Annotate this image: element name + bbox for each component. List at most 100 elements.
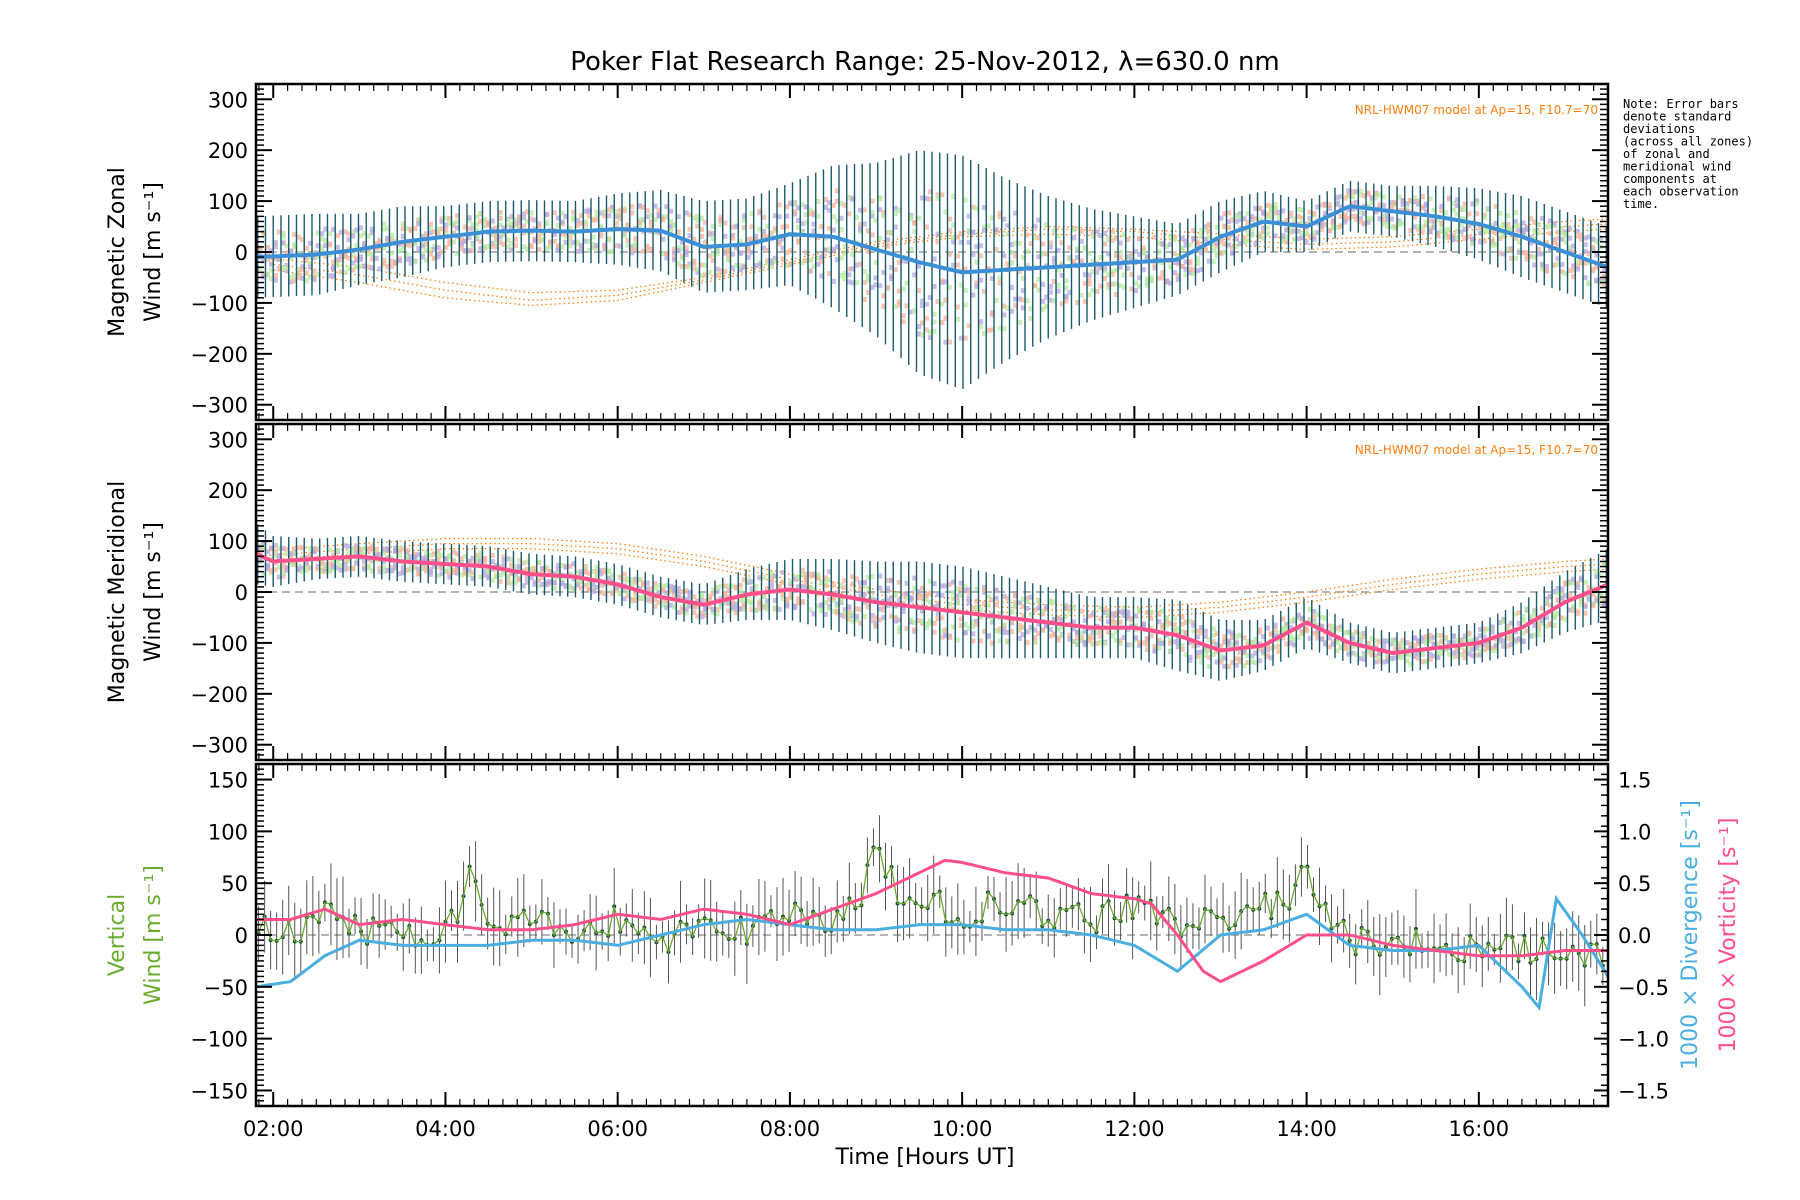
zone-point <box>1001 312 1007 318</box>
zone-point <box>1478 642 1484 648</box>
zone-point <box>900 605 906 611</box>
zone-point <box>513 217 519 223</box>
zone-point <box>1001 593 1007 599</box>
zone-point <box>1249 653 1255 659</box>
zone-point <box>1512 224 1518 230</box>
zone-point <box>1082 272 1088 278</box>
zone-point <box>1036 287 1042 293</box>
zone-point <box>1055 282 1061 288</box>
zone-point <box>532 217 538 223</box>
zone-point <box>1044 303 1050 309</box>
zone-point <box>362 552 368 558</box>
zone-point <box>772 213 778 219</box>
zone-point <box>1009 249 1015 255</box>
zone-point <box>408 260 414 266</box>
zone-point <box>629 204 635 210</box>
zone-point <box>865 228 871 234</box>
zone-point <box>1175 637 1181 643</box>
zone-point <box>1117 283 1123 289</box>
zone-point <box>1214 243 1220 249</box>
zone-point <box>272 244 278 250</box>
zone-point <box>327 547 333 553</box>
zone-point <box>1485 228 1491 234</box>
zone-point <box>1443 235 1449 241</box>
zone-point <box>1582 242 1588 248</box>
zone-point <box>943 209 949 215</box>
zone-point <box>885 243 891 249</box>
zone-point <box>1454 203 1460 209</box>
zone-point <box>873 615 879 621</box>
zone-point <box>1307 617 1313 623</box>
zone-point <box>1028 612 1034 618</box>
zone-point <box>734 601 740 607</box>
zone-point <box>691 266 697 272</box>
zone-point <box>644 243 650 249</box>
zone-point <box>462 224 468 230</box>
zone-point <box>311 255 317 261</box>
zone-point <box>1598 235 1604 241</box>
zone-point <box>1516 222 1522 228</box>
zone-point <box>861 580 867 586</box>
zone-point <box>1024 640 1030 646</box>
zone-point <box>280 562 286 568</box>
zone-point <box>1133 288 1139 294</box>
zone-point <box>1385 655 1391 661</box>
zone-point <box>1249 232 1255 238</box>
zone-point <box>1543 263 1549 269</box>
zone-point <box>1377 651 1383 657</box>
zone-point <box>1276 637 1282 643</box>
zone-point <box>606 568 612 574</box>
zone-point <box>1435 632 1441 638</box>
zone-point <box>664 600 670 606</box>
zone-point <box>780 592 786 598</box>
zone-point <box>1284 217 1290 223</box>
zone-point <box>652 581 658 587</box>
zone-point <box>458 241 464 247</box>
zone-point <box>458 556 464 562</box>
zone-point <box>916 331 922 337</box>
zone-point <box>633 594 639 600</box>
zone-point <box>722 233 728 239</box>
zone-point <box>1268 215 1274 221</box>
zone-point <box>1102 241 1108 247</box>
zone-point <box>935 616 941 622</box>
zone-point <box>424 568 430 574</box>
zone-point <box>1226 663 1232 669</box>
zone-point <box>664 598 670 604</box>
zone-point <box>408 567 414 573</box>
zone-point <box>381 245 387 251</box>
zone-point <box>509 580 515 586</box>
note-line: denote standard <box>1623 110 1731 124</box>
zone-point <box>400 570 406 576</box>
zone-point <box>625 589 631 595</box>
zone-point <box>284 243 290 249</box>
zone-point <box>1090 234 1096 240</box>
zone-point <box>954 586 960 592</box>
zone-point <box>362 230 368 236</box>
zone-point <box>443 227 449 233</box>
zone-point <box>1059 624 1065 630</box>
zone-point <box>1354 651 1360 657</box>
zone-point <box>1202 628 1208 634</box>
zone-point <box>877 283 883 289</box>
zone-point <box>714 247 720 253</box>
zone-point <box>834 257 840 263</box>
zone-point <box>1311 630 1317 636</box>
zone-point <box>470 555 476 561</box>
zone-point <box>1543 224 1549 230</box>
zone-point <box>1144 254 1150 260</box>
zone-point <box>1516 636 1522 642</box>
zone-point <box>412 552 418 558</box>
zone-point <box>296 566 302 572</box>
zone-point <box>687 261 693 267</box>
zone-point <box>896 288 902 294</box>
zone-point <box>753 233 759 239</box>
zone-point <box>536 247 542 253</box>
zone-point <box>1067 290 1073 296</box>
zone-point <box>257 265 263 271</box>
zone-point <box>505 216 511 222</box>
zone-point <box>978 319 984 325</box>
zone-point <box>350 253 356 259</box>
zone-point <box>877 195 883 201</box>
